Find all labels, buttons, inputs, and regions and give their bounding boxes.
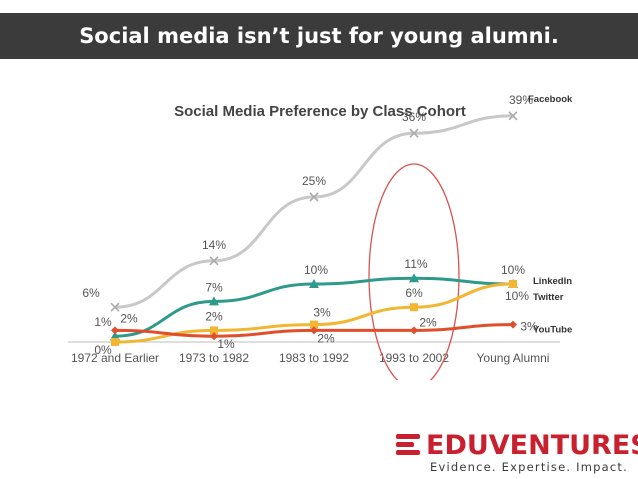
series-twitter: 0% 2% 3% 6% 10% Twitter — [94, 280, 564, 357]
data-point-facebook — [209, 256, 219, 266]
x-tick-label: 1983 to 1992 — [279, 351, 349, 365]
data-label: 6% — [82, 286, 100, 300]
data-point-facebook — [508, 111, 518, 121]
data-point-youtube — [410, 326, 418, 335]
slide-heading: Social media isn’t just for young alumni… — [0, 13, 638, 59]
data-point-linkedin — [110, 331, 120, 341]
x-tick-label: Young Alumni — [477, 351, 550, 365]
data-point-facebook — [110, 302, 120, 312]
series-layer: 6% 14% 25% 36% 39%Facebook 1% 7% 10% 11% 10% Linke… — [82, 93, 573, 357]
data-point-twitter — [310, 320, 318, 329]
highlight-layer — [368, 163, 460, 380]
x-tick-label: 1972 and Earlier — [71, 351, 159, 365]
logo-tagline: Evidence. Expertise. Impact. — [430, 460, 628, 474]
series-name-label: Twitter — [533, 292, 564, 303]
highlight-ellipse — [368, 163, 460, 380]
data-point-youtube — [509, 320, 517, 329]
data-point-youtube — [310, 326, 318, 335]
data-label: 7% — [205, 280, 223, 294]
data-point-twitter — [410, 303, 418, 312]
data-label: 1% — [217, 337, 235, 351]
x-tick-label: 1993 to 2002 — [379, 351, 449, 365]
series-name-label: LinkedIn — [533, 276, 572, 287]
chart-svg: Social Media Preference by Class Cohort … — [68, 93, 573, 380]
data-point-facebook — [409, 128, 419, 138]
data-label: 10% — [501, 263, 525, 277]
data-point-linkedin — [309, 279, 319, 288]
data-point-twitter — [509, 280, 517, 288]
data-label: 10% — [505, 289, 529, 303]
data-label: 6% — [405, 286, 423, 300]
axis-layer: 1972 and Earlier 1973 to 1982 1983 to 1992… — [68, 341, 560, 365]
x-tick-label: 1973 to 1982 — [179, 351, 249, 365]
data-point-facebook — [309, 192, 319, 202]
series-line — [114, 114, 514, 309]
data-label: 2% — [317, 331, 335, 345]
data-label: 3% — [313, 306, 331, 320]
logo-name: EDUVENTURES — [426, 430, 638, 461]
logo-mark-icon — [396, 434, 422, 458]
data-label: 39% — [509, 93, 533, 107]
series-facebook: 6% 14% 25% 36% 39%Facebook — [82, 93, 573, 312]
data-label: 2% — [419, 315, 437, 329]
series-name-label: Facebook — [528, 94, 573, 105]
eduventures-logo: EDUVENTURES Evidence. Expertise. Impact. — [396, 430, 638, 474]
data-label: 11% — [404, 257, 427, 271]
data-label: 14% — [202, 238, 226, 252]
data-label: 25% — [302, 174, 326, 188]
data-point-linkedin — [209, 296, 219, 306]
chart-title: Social Media Preference by Class Cohort — [174, 103, 466, 120]
data-label: 1% — [94, 315, 112, 329]
data-label: 0% — [94, 343, 112, 357]
data-point-twitter — [111, 338, 119, 346]
data-point-youtube — [111, 326, 119, 335]
data-label: 2% — [205, 309, 223, 323]
data-label: 2% — [120, 311, 138, 325]
data-point-linkedin — [409, 273, 419, 283]
data-point-twitter — [210, 326, 218, 335]
data-label: 10% — [304, 263, 328, 277]
series-youtube: 2% 1% 2% 2% 3%YouTube — [111, 311, 572, 351]
data-point-youtube — [210, 332, 218, 341]
series-name-label: YouTube — [533, 325, 572, 336]
data-label: 36% — [402, 110, 426, 124]
series-linkedin: 1% 7% 10% 11% 10% LinkedIn — [94, 257, 572, 341]
line-chart: Social Media Preference by Class Cohort … — [0, 80, 638, 380]
data-label: 3% — [520, 320, 538, 334]
